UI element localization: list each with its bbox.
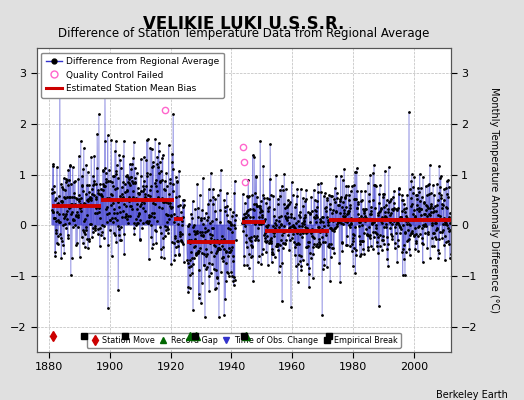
Title: VELIKIE LUKI U.S.S.R.: VELIKIE LUKI U.S.S.R. xyxy=(143,14,344,32)
Y-axis label: Monthly Temperature Anomaly Difference (°C): Monthly Temperature Anomaly Difference (… xyxy=(489,87,499,313)
Text: Berkeley Earth: Berkeley Earth xyxy=(436,390,508,400)
Legend: Station Move, Record Gap, Time of Obs. Change, Empirical Break: Station Move, Record Gap, Time of Obs. C… xyxy=(86,332,401,348)
Text: Difference of Station Temperature Data from Regional Average: Difference of Station Temperature Data f… xyxy=(58,28,429,40)
